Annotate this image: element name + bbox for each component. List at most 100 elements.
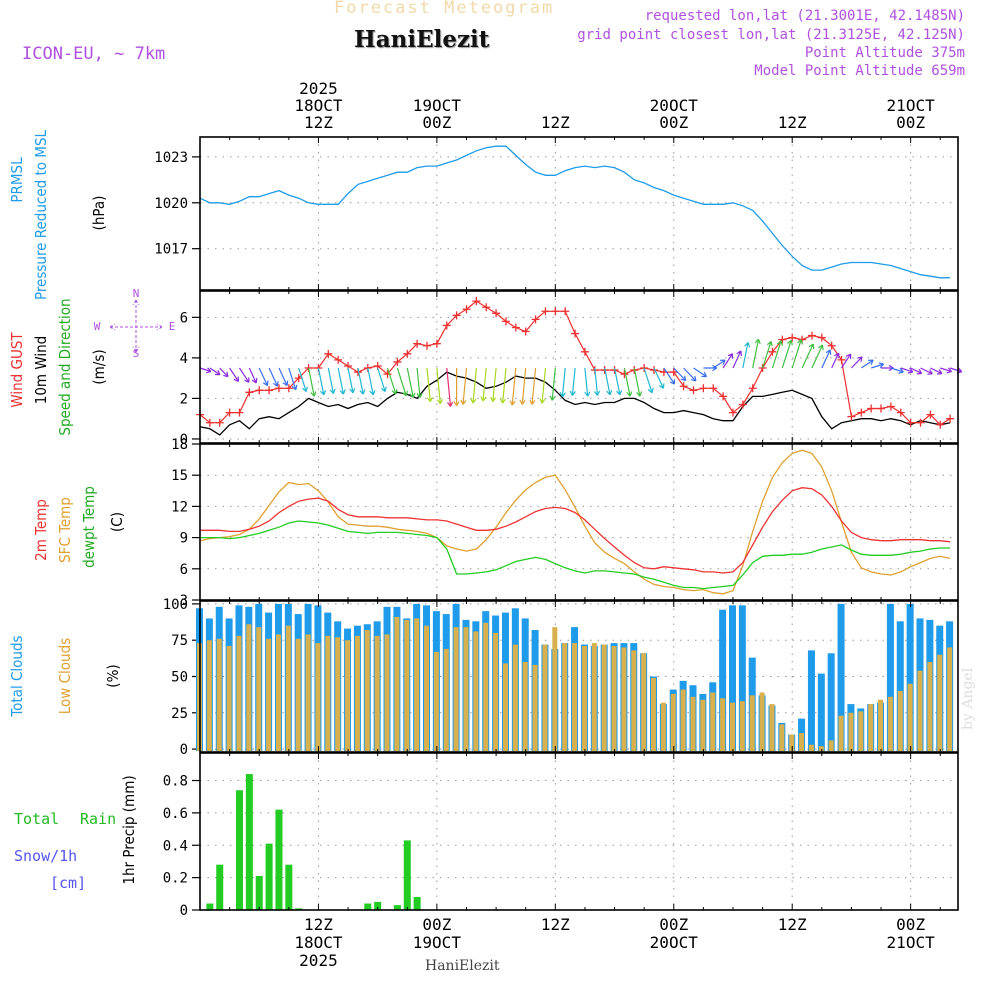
wind-speed-line	[199, 371, 951, 436]
wind-direction-arrow	[258, 367, 269, 387]
y-tick-label: 0.4	[163, 838, 188, 854]
low-cloud-bar	[828, 740, 834, 752]
gust-marker	[768, 347, 777, 356]
low-cloud-bar	[542, 644, 548, 752]
wind-direction-arrow	[337, 367, 346, 395]
precip-bar	[413, 897, 421, 910]
y-tick-label: 50	[171, 670, 188, 686]
label-total-clouds: Total Clouds	[8, 635, 26, 717]
wind-direction-arrow	[298, 367, 308, 393]
wind-direction-arrow	[613, 367, 623, 396]
gust-marker	[284, 384, 293, 393]
gust-marker	[462, 305, 471, 314]
label-rain: Rain	[80, 810, 116, 828]
top-time-label: 12Z	[304, 113, 333, 132]
info-requested: requested lon,lat (21.3001E, 42.1485N)	[644, 8, 965, 24]
wind-direction-arrow	[490, 367, 497, 403]
gust-marker	[245, 388, 254, 397]
top-time-label: 18OCT	[294, 96, 343, 115]
wind-direction-arrow	[831, 352, 840, 369]
low-cloud-bar	[275, 634, 281, 752]
gust-marker	[719, 392, 728, 401]
gust-marker	[225, 408, 234, 417]
low-cloud-bar	[729, 702, 735, 752]
y-tick-label: 100	[163, 597, 188, 613]
precip-bar	[255, 876, 263, 910]
gust-marker	[324, 349, 333, 358]
supertitle: Forecast Meteogram	[334, 0, 555, 18]
wind-direction-arrow	[821, 349, 832, 369]
precip-bar	[275, 809, 283, 910]
y-tick-label: 1023	[154, 150, 188, 166]
bottom-time-label: 12Z	[541, 915, 570, 934]
gust-marker	[916, 418, 925, 427]
low-cloud-bar	[631, 650, 637, 752]
wind-direction-arrow	[762, 340, 773, 369]
low-cloud-bar	[345, 640, 351, 752]
y-tick-label: 0.8	[163, 774, 188, 790]
total-cloud-bar	[906, 603, 914, 752]
gust-marker	[413, 339, 422, 348]
low-cloud-bar	[493, 632, 499, 752]
gust-marker	[235, 408, 244, 417]
wind-direction-arrow	[722, 353, 734, 369]
top-time-label: 2025	[299, 79, 338, 98]
low-cloud-bar	[532, 664, 538, 752]
info-closest: grid point closest lon,lat (21.3125E, 42…	[577, 27, 965, 43]
low-cloud-bar	[621, 647, 627, 752]
low-cloud-bar	[453, 627, 459, 752]
label-total: Total	[14, 810, 59, 828]
bottom-time-label: 20OCT	[650, 933, 699, 952]
bottom-time-label: 12Z	[304, 915, 333, 934]
low-cloud-bar	[799, 733, 805, 752]
low-cloud-bar	[414, 618, 420, 752]
low-cloud-bar	[868, 704, 874, 752]
gust-marker	[788, 333, 797, 342]
low-cloud-bar	[779, 724, 785, 752]
precip-bar	[393, 905, 401, 910]
wind-direction-arrow	[594, 367, 601, 396]
gust-marker	[501, 317, 510, 326]
low-cloud-bar	[236, 635, 242, 752]
low-cloud-bar	[285, 625, 291, 752]
low-cloud-bar	[818, 746, 824, 752]
top-time-label: 20OCT	[650, 96, 699, 115]
panel-frame-pressure	[199, 136, 959, 291]
model-label: ICON-EU, ~ 7km	[22, 44, 166, 64]
low-cloud-bar	[680, 689, 686, 752]
gust-marker	[423, 341, 432, 350]
low-cloud-bar	[335, 637, 341, 752]
low-cloud-bar	[858, 711, 864, 752]
label-prmsl: PRMSL	[8, 157, 26, 203]
gust-marker	[699, 384, 708, 393]
low-cloud-bar	[917, 670, 923, 752]
low-cloud-bar	[591, 643, 597, 752]
low-cloud-bar	[315, 643, 321, 752]
gust-marker	[472, 297, 481, 306]
y-tick-label: 1020	[154, 196, 188, 212]
bottom-time-label: 18OCT	[294, 933, 343, 952]
wind-direction-arrow	[584, 367, 591, 397]
low-cloud-bar	[749, 695, 755, 752]
low-cloud-bar	[364, 630, 370, 752]
y-tick-label: 75	[171, 633, 188, 649]
wind-direction-arrow	[840, 353, 852, 369]
gust-marker	[758, 364, 767, 373]
y-tick-label: 1017	[154, 242, 188, 258]
gust-marker	[827, 341, 836, 350]
info-point-altitude: Point Altitude 375m	[804, 45, 965, 61]
wind-direction-arrow	[693, 367, 708, 378]
panel-frame-wind	[199, 290, 959, 444]
wind-direction-arrow	[604, 367, 613, 396]
low-cloud-bar	[651, 677, 657, 752]
wind-direction-arrow	[377, 367, 387, 393]
gust-marker	[571, 329, 580, 338]
label-10m-wind: 10m Wind	[32, 336, 50, 405]
wind-gust-line	[199, 300, 951, 426]
gust-marker	[886, 402, 895, 411]
y-tick-label: 0	[180, 432, 188, 448]
total-cloud-bar	[738, 605, 746, 752]
wind-direction-arrow	[357, 367, 366, 395]
sfc-temp-line	[199, 449, 951, 595]
